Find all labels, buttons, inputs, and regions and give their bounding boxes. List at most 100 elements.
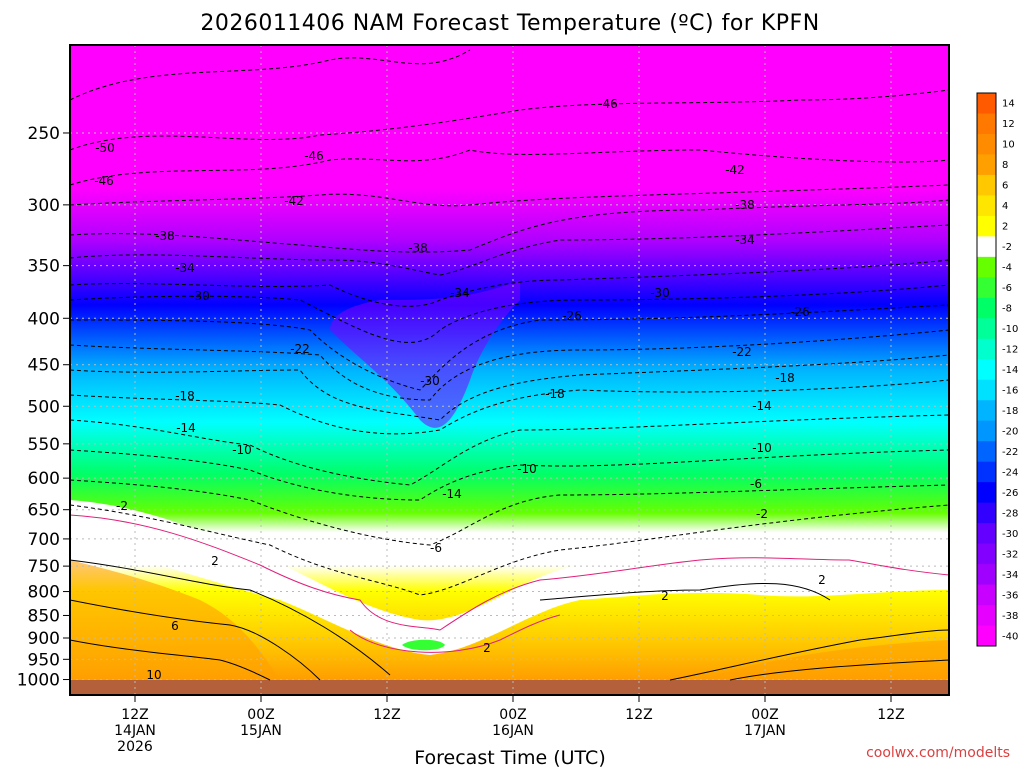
x-tick-label: 17JAN bbox=[744, 723, 786, 739]
contour-label: -6 bbox=[750, 477, 762, 491]
colorbar-label: -10 bbox=[1002, 324, 1018, 335]
y-tick-label: 350 bbox=[28, 257, 60, 277]
colorbar-label: -24 bbox=[1002, 467, 1018, 478]
contour-label: -26 bbox=[562, 309, 582, 323]
colorbar-label: -14 bbox=[1002, 365, 1018, 376]
colorbar-swatch bbox=[977, 584, 996, 606]
colorbar-label: -28 bbox=[1002, 508, 1018, 519]
contour-label: 10 bbox=[146, 668, 161, 682]
x-tick-label: 14JAN bbox=[114, 723, 156, 739]
y-tick-label: 300 bbox=[28, 196, 60, 216]
x-tick-label: 00Z bbox=[247, 707, 274, 723]
colorbar-label: 12 bbox=[1002, 119, 1015, 130]
contour-label: -38 bbox=[155, 229, 175, 243]
x-tick-label: 12Z bbox=[625, 707, 652, 723]
contour-label: -34 bbox=[735, 233, 755, 247]
colorbar-swatch bbox=[977, 543, 996, 565]
y-tick-label: 600 bbox=[28, 469, 60, 489]
x-tick-label: 15JAN bbox=[240, 723, 282, 739]
colorbar-label: -8 bbox=[1002, 304, 1012, 315]
contour-label: 6 bbox=[171, 619, 179, 633]
contour-label: 2 bbox=[661, 589, 669, 603]
colorbar-label: -18 bbox=[1002, 406, 1018, 417]
y-tick-label: 750 bbox=[28, 557, 60, 577]
contour-label: -30 bbox=[650, 286, 670, 300]
contour-label: 2 bbox=[818, 573, 826, 587]
y-tick-label: 450 bbox=[28, 356, 60, 376]
contour-label: -14 bbox=[442, 487, 462, 501]
colorbar-swatch bbox=[977, 359, 996, 381]
colorbar-swatch bbox=[977, 502, 996, 524]
colorbar-label: 14 bbox=[1002, 99, 1015, 110]
contour-label: -2 bbox=[116, 499, 128, 513]
contour-label: -2 bbox=[756, 507, 768, 521]
colorbar-swatch bbox=[977, 133, 996, 155]
y-axis: 250 300 350 400 450 500 550 600 650 700 750 800 850 9… bbox=[17, 124, 70, 691]
colorbar-label: -38 bbox=[1002, 611, 1018, 622]
contour-label: -14 bbox=[176, 421, 196, 435]
contour-label: -22 bbox=[732, 345, 752, 359]
colorbar-label: -40 bbox=[1002, 631, 1018, 642]
contour-label: -34 bbox=[450, 286, 470, 300]
colorbar-label: -2 bbox=[1002, 242, 1012, 253]
contour-label: -46 bbox=[304, 149, 324, 163]
colorbar-label: -20 bbox=[1002, 426, 1018, 437]
colorbar-swatch bbox=[977, 195, 996, 217]
colorbar-label: 10 bbox=[1002, 140, 1015, 151]
contour-labels: -50 -46 -46 -46 -42 -42 -38 -38 -38 -34 -34 -34 -30 -… bbox=[94, 97, 826, 682]
warm-region bbox=[70, 560, 280, 680]
contour-label: -18 bbox=[175, 389, 195, 403]
green-spot bbox=[402, 639, 445, 651]
y-tick-label: 700 bbox=[28, 530, 60, 550]
contour-label: -10 bbox=[232, 443, 252, 457]
colorbar-swatch bbox=[977, 461, 996, 483]
colorbar-swatch bbox=[977, 174, 996, 196]
colorbar-swatch bbox=[977, 297, 996, 319]
colorbar-label: -12 bbox=[1002, 345, 1018, 356]
y-tick-label: 850 bbox=[28, 606, 60, 626]
y-tick-label: 250 bbox=[28, 124, 60, 144]
colorbar-swatch bbox=[977, 93, 996, 114]
zero-contours bbox=[70, 514, 949, 653]
colorbar-swatch bbox=[977, 625, 996, 647]
contour-label: -34 bbox=[175, 261, 195, 275]
contour-label: -50 bbox=[95, 141, 115, 155]
plot-frame bbox=[69, 44, 950, 696]
colorbar-swatch bbox=[977, 523, 996, 545]
colorbar-label: 8 bbox=[1002, 160, 1008, 171]
colorbar-swatch bbox=[977, 441, 996, 463]
ground-layer bbox=[70, 680, 949, 695]
colorbar-label: 6 bbox=[1002, 181, 1008, 192]
colorbar-swatch bbox=[977, 379, 996, 401]
contour-label: -30 bbox=[190, 289, 210, 303]
colorbar-swatch bbox=[977, 215, 996, 237]
x-tick-label: 12Z bbox=[121, 707, 148, 723]
x-axis-label: Forecast Time (UTC) bbox=[414, 747, 605, 768]
warm-region-right bbox=[700, 640, 949, 680]
grid-lines bbox=[70, 45, 949, 695]
y-tick-label: 550 bbox=[28, 435, 60, 455]
x-tick-label: 12Z bbox=[877, 707, 904, 723]
contour-label: 2 bbox=[483, 641, 491, 655]
contour-label: -10 bbox=[752, 441, 772, 455]
colorbar-label: -34 bbox=[1002, 570, 1018, 581]
contour-label: -42 bbox=[284, 194, 304, 208]
x-tick-label: 12Z bbox=[373, 707, 400, 723]
colorbar-label: 2 bbox=[1002, 222, 1008, 233]
contour-label: -14 bbox=[752, 399, 772, 413]
x-tick-label: 00Z bbox=[499, 707, 526, 723]
contour-label: -46 bbox=[94, 174, 114, 188]
contours bbox=[70, 49, 949, 596]
y-tick-label: 500 bbox=[28, 397, 60, 417]
colorbar-swatch bbox=[977, 256, 996, 278]
contour-label: -22 bbox=[290, 342, 310, 356]
colorbar-label: -26 bbox=[1002, 488, 1018, 499]
contour-label: -18 bbox=[775, 371, 795, 385]
contour-label: -30 bbox=[420, 374, 440, 388]
colorbar: 14 12 10 8 6 4 2 -2 -4 -6 -8 -10 -12 -14 -16 -18 -20 -22 -… bbox=[976, 92, 1018, 647]
y-tick-label: 800 bbox=[28, 583, 60, 603]
contour-label: -26 bbox=[790, 305, 810, 319]
white-band bbox=[70, 500, 949, 655]
